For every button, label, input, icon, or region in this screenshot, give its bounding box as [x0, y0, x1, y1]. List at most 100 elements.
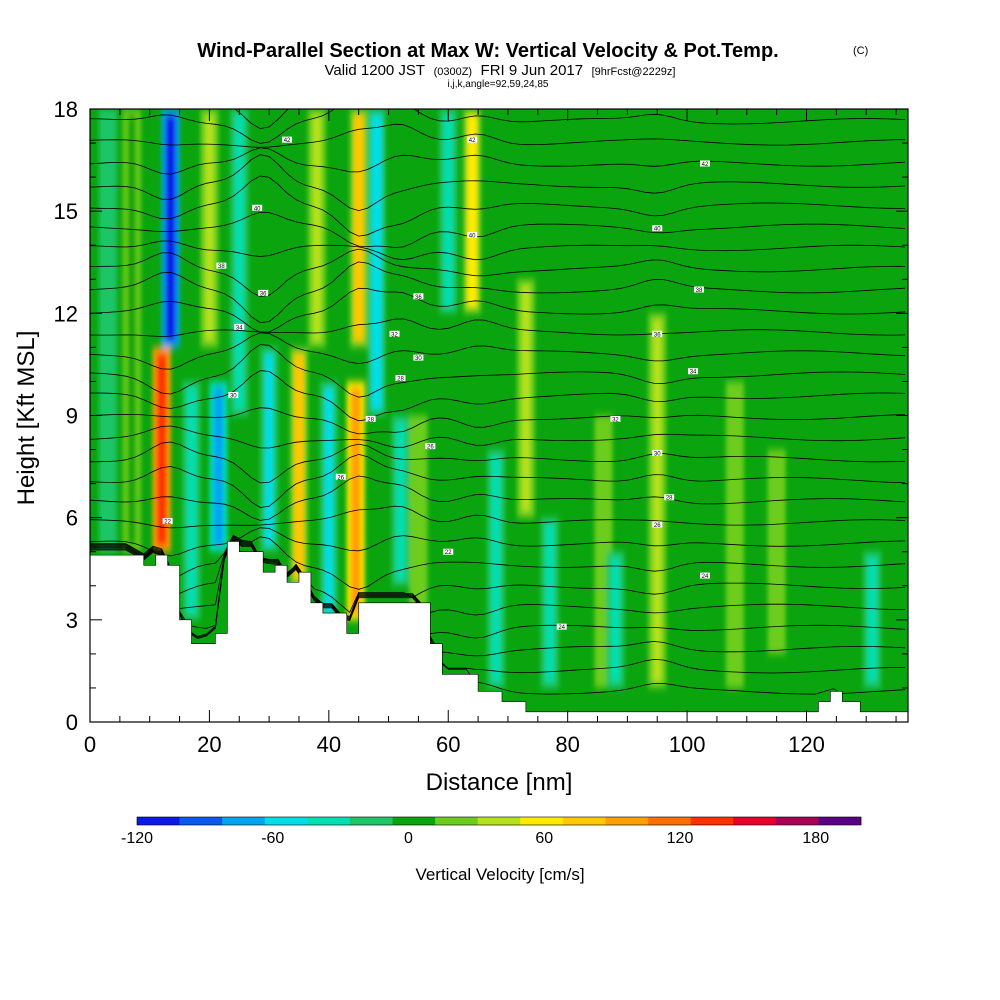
contour-label: 24: [702, 574, 709, 580]
contour-label-bg: [425, 443, 436, 450]
colorbar-swatch: [392, 817, 436, 825]
x-tick-label: 20: [197, 732, 221, 757]
isentrope-line: [90, 370, 906, 422]
colorbar-swatch: [648, 817, 691, 825]
colorbar-swatch: [520, 817, 564, 825]
velocity-column-core: [265, 353, 274, 546]
colorbar-tick-label: -60: [261, 830, 284, 847]
contour-label-bg: [252, 204, 263, 211]
contour-label-bg: [652, 330, 663, 337]
contour-label-bg: [162, 518, 173, 525]
colorbar-tick-label: -120: [121, 830, 153, 847]
contour-label-bg: [335, 473, 346, 480]
velocity-column-core: [444, 115, 453, 308]
subtitle-forecast: [9hrFcst@2229z]: [592, 66, 676, 78]
velocity-column-core: [467, 115, 478, 308]
velocity-column-core: [611, 557, 620, 682]
colorbar-swatch: [435, 817, 479, 825]
contour-label: 30: [654, 451, 661, 457]
y-tick-label: 0: [66, 710, 78, 735]
isentrope-line: [90, 527, 906, 557]
contour-label: 22: [445, 550, 452, 556]
colorbar-swatch: [690, 817, 734, 825]
velocity-column-core: [492, 455, 501, 682]
velocity-column-core: [730, 387, 739, 682]
contour-label-bg: [216, 262, 227, 269]
x-axis-label: Distance [nm]: [426, 769, 573, 796]
velocity-column-core: [103, 115, 112, 546]
colorbar: [136, 816, 862, 826]
velocity-column-core: [396, 421, 405, 580]
contour-label-bg: [556, 623, 567, 630]
isentrope-line: [90, 211, 906, 248]
velocity-column-core: [653, 319, 662, 682]
contour-label: 42: [284, 138, 291, 144]
contour-label-bg: [652, 449, 663, 456]
contour-label-bg: [610, 415, 621, 422]
isentrope-line: [90, 123, 905, 148]
contour-label-bg: [443, 548, 454, 555]
contour-label: 36: [260, 291, 267, 297]
x-tick-label: 40: [317, 732, 341, 757]
velocity-column-core: [414, 421, 423, 648]
velocity-column-core: [235, 115, 244, 410]
contour-label: 26: [337, 475, 344, 481]
y-tick-label: 15: [54, 199, 78, 224]
isentrope-line: [90, 540, 906, 695]
velocity-column-core: [521, 285, 530, 512]
contour-label-bg: [694, 286, 705, 293]
x-tick-label: 100: [669, 732, 706, 757]
subtitle-valid: Valid 1200 JST: [324, 62, 425, 79]
contour-label-bg: [664, 494, 675, 501]
colorbar-tick-label: 180: [802, 830, 829, 847]
contour-label: 38: [218, 264, 225, 270]
y-tick-label: 9: [66, 404, 78, 429]
contour-label: 34: [236, 325, 243, 331]
colorbar-swatch: [264, 817, 308, 825]
velocity-column-core: [599, 421, 608, 682]
colorbar-swatch: [818, 817, 862, 825]
contour-label-bg: [652, 225, 663, 232]
y-tick-label: 12: [54, 301, 78, 326]
isentrope-line: [90, 453, 906, 508]
velocity-column-core: [350, 387, 361, 614]
velocity-column-core: [293, 353, 304, 580]
chart-subtitle: Valid 1200 JST (0300Z) FRI 9 Jun 2017 [9…: [324, 62, 675, 79]
isentrope-line: [90, 154, 906, 212]
colorbar-swatch: [733, 817, 777, 825]
contour-label-bg: [258, 289, 269, 296]
plot-area: 22 30 26 28 26 22 24 32 30 28 26 24 34 36 38 40 42 34 36 38…: [90, 109, 908, 722]
isentrope-line: [90, 287, 906, 333]
contour-label-bg: [234, 323, 245, 330]
y-axis-label: Height [Kft MSL]: [13, 331, 40, 506]
contour-label-bg: [282, 136, 293, 143]
x-tick-label: 120: [788, 732, 825, 757]
velocity-column-core: [324, 387, 333, 614]
isentrope-line: [90, 407, 906, 435]
subtitle-date: FRI 9 Jun 2017: [481, 62, 584, 79]
velocity-column-core: [312, 115, 321, 342]
isentrope-line: [90, 537, 906, 639]
contour-label: 40: [654, 227, 661, 233]
contour-label: 22: [164, 520, 171, 526]
contour-label-bg: [365, 415, 376, 422]
contour-label: 26: [654, 523, 661, 529]
isentrope-line: [90, 175, 905, 237]
isentrope-line: [90, 318, 906, 337]
contour-label-bg: [699, 160, 710, 167]
colorbar-tick-label: 60: [535, 830, 553, 847]
velocity-column-core: [156, 353, 167, 546]
isentrope-line: [90, 539, 905, 674]
title-mark: (C): [853, 45, 868, 57]
colorbar-frame: [136, 816, 862, 826]
velocity-column-core: [205, 115, 214, 342]
colorbar-swatch: [775, 817, 819, 825]
contour-label: 36: [654, 332, 661, 338]
contour-label-bg: [688, 368, 699, 375]
isentrope-line: [90, 261, 906, 324]
contour-label: 42: [702, 162, 709, 168]
contour-label-bg: [395, 375, 406, 382]
terrain-mask: [90, 541, 908, 722]
